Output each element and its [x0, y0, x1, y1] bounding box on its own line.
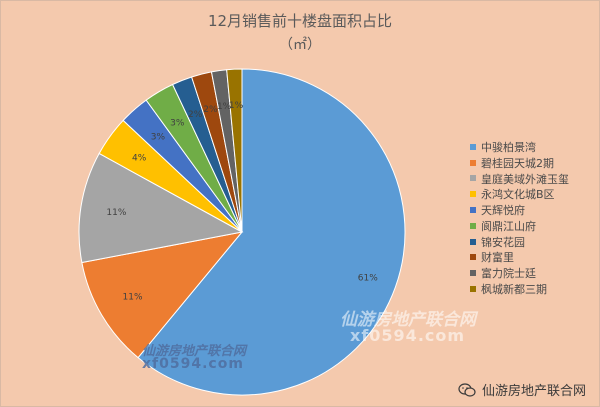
wechat-icon [458, 382, 476, 397]
pie-slice [81, 231, 244, 359]
legend-label: 天辉悦府 [481, 204, 525, 218]
legend-item: 皇庭美域外滩玉玺 [470, 171, 569, 187]
legend-item: 天辉悦府 [470, 202, 569, 218]
pie-slice [226, 68, 243, 233]
legend-label: 皇庭美域外滩玉玺 [481, 172, 569, 186]
watermark-url: xf0594.com [350, 326, 466, 345]
slice-data-label: 11% [123, 293, 143, 303]
legend-item: 财富里 [470, 250, 569, 266]
legend-swatch [470, 286, 476, 293]
legend-item: 枫城新都三期 [470, 281, 569, 297]
slice-data-label: 3% [170, 119, 185, 129]
legend-swatch [470, 175, 476, 182]
legend-swatch [470, 159, 476, 166]
legend-item: 中骏柏景湾 [470, 139, 569, 155]
slice-data-label: 11% [106, 208, 126, 218]
brand-footer: 仙游房地产联合网 [458, 380, 586, 399]
legend-label: 锦安花园 [481, 235, 525, 249]
legend-swatch [470, 143, 476, 150]
legend-swatch [470, 270, 476, 277]
legend-item: 锦安花园 [470, 234, 569, 250]
slice-data-label: 1% [229, 101, 244, 111]
chart-legend: 中骏柏景湾碧桂园天城2期皇庭美域外滩玉玺 永鸿文化城B区 天辉悦府 阆鼎江山府锦安花园… [470, 139, 569, 297]
chart-subtitle: （㎡） [279, 37, 321, 53]
legend-swatch [470, 254, 476, 261]
legend-label: 中骏柏景湾 [481, 140, 536, 154]
brand-name: 仙游房地产联合网 [481, 384, 586, 399]
slice-data-label: 2% [188, 110, 203, 120]
legend-label: 财富里 [481, 251, 514, 265]
legend-label: 阆鼎江山府 [481, 219, 536, 233]
legend-item: 碧桂园天城2期 [470, 155, 569, 171]
legend-swatch [470, 222, 476, 229]
legend-label: 碧桂园天城2期 [481, 156, 554, 170]
legend-label: 枫城新都三期 [481, 283, 547, 297]
slice-data-label: 3% [151, 133, 166, 143]
watermark-name: 仙游房地产联合网 [340, 310, 476, 330]
slice-data-label: 1% [217, 102, 232, 112]
legend-swatch [470, 191, 476, 198]
slice-data-label: 2% [203, 105, 218, 115]
legend-swatch [470, 238, 476, 245]
legend-item: 阆鼎江山府 [470, 218, 569, 234]
slice-data-label: 61% [358, 273, 378, 283]
pie-slice [137, 68, 406, 396]
slice-data-label: 4% [132, 153, 147, 163]
watermark-url-secondary: xf0594.com [142, 356, 244, 372]
legend-swatch [470, 207, 476, 214]
legend-label: 永鸿文化城B区 [481, 188, 555, 202]
chart-title: 12月销售前十楼盘面积占比 [207, 12, 393, 30]
legend-item: 富力院士廷 [470, 265, 569, 281]
legend-label: 富力院士廷 [481, 267, 536, 281]
pie-slice [78, 152, 244, 264]
watermark-name-secondary: 仙游房地产联合网 [142, 344, 247, 359]
legend-item: 永鸿文化城B区 [470, 186, 569, 202]
